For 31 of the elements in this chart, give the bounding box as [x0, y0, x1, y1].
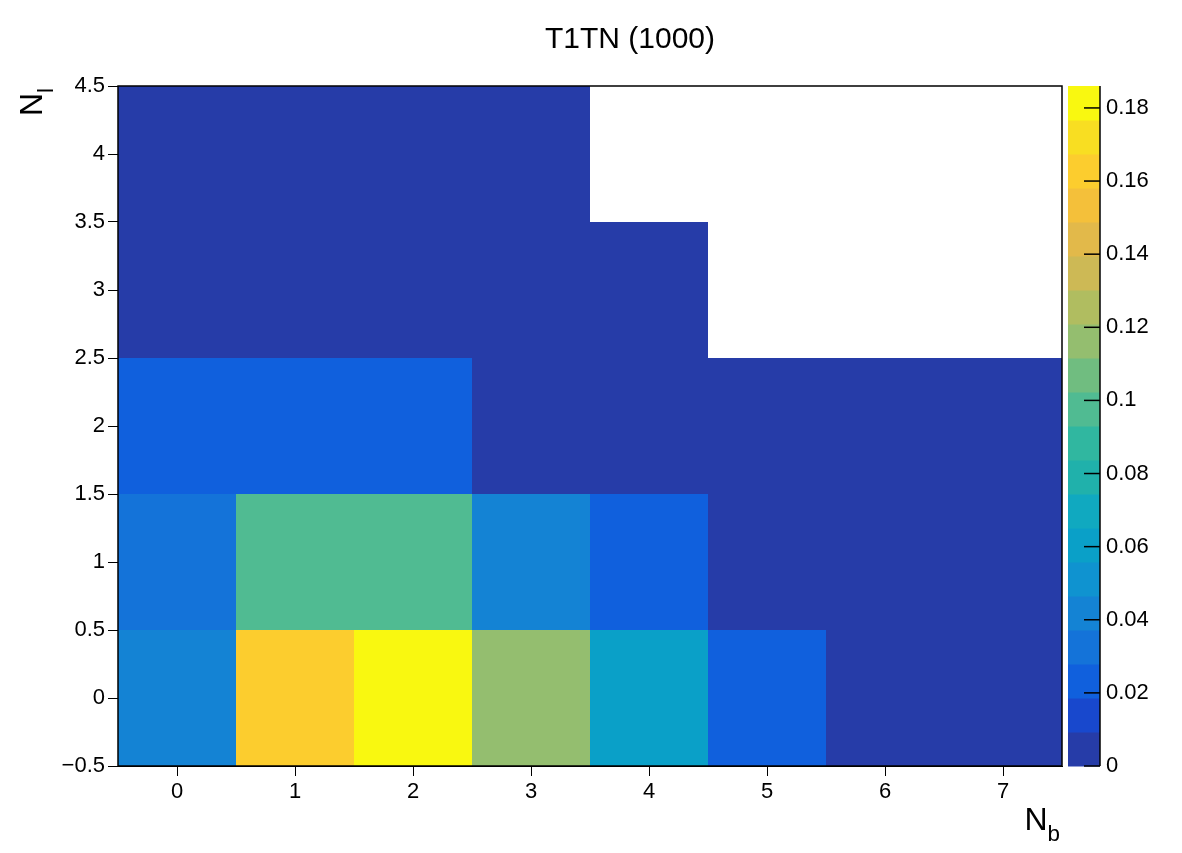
x-tick-label: 1 [288, 778, 302, 804]
y-tick-label: 1.5 [74, 480, 105, 506]
y-axis-title: Nl [13, 87, 59, 116]
y-tick-label: 2 [92, 412, 105, 438]
y-tick-label: 1 [92, 548, 105, 574]
y-tick-label: 0 [92, 684, 105, 710]
color-bar-label: 0.02 [1106, 678, 1149, 704]
color-bar-label: 0.04 [1106, 605, 1149, 631]
x-tick-label: 4 [642, 778, 656, 804]
y-tick-label: 3 [92, 276, 105, 302]
x-tick-label: 2 [406, 778, 420, 804]
color-bar-label: 0.16 [1106, 167, 1149, 193]
chart-title: T1TN (1000) [544, 21, 716, 54]
y-tick-label: 2.5 [74, 344, 105, 370]
color-bar-label: 0.18 [1106, 94, 1149, 119]
color-bar-label: 0 [1106, 752, 1119, 778]
y-tick-label: −0.5 [61, 752, 105, 778]
y-tick-label: 4.5 [74, 72, 105, 98]
color-bar-label: 0.06 [1106, 532, 1149, 558]
y-tick-label: 3.5 [74, 208, 105, 234]
color-bar-label: 0.08 [1106, 459, 1149, 485]
x-tick-label: 3 [524, 778, 538, 804]
color-bar-label: 0.14 [1106, 240, 1149, 266]
x-tick-label: 7 [996, 778, 1010, 804]
x-tick-label: 0 [170, 778, 184, 804]
x-tick-label: 5 [760, 778, 774, 804]
y-tick-label: 0.5 [74, 616, 105, 642]
x-tick-label: 6 [878, 778, 892, 804]
color-bar-label: 0.1 [1106, 386, 1137, 412]
color-bar-label: 0.12 [1106, 313, 1149, 339]
y-tick-label: 4 [92, 140, 105, 166]
